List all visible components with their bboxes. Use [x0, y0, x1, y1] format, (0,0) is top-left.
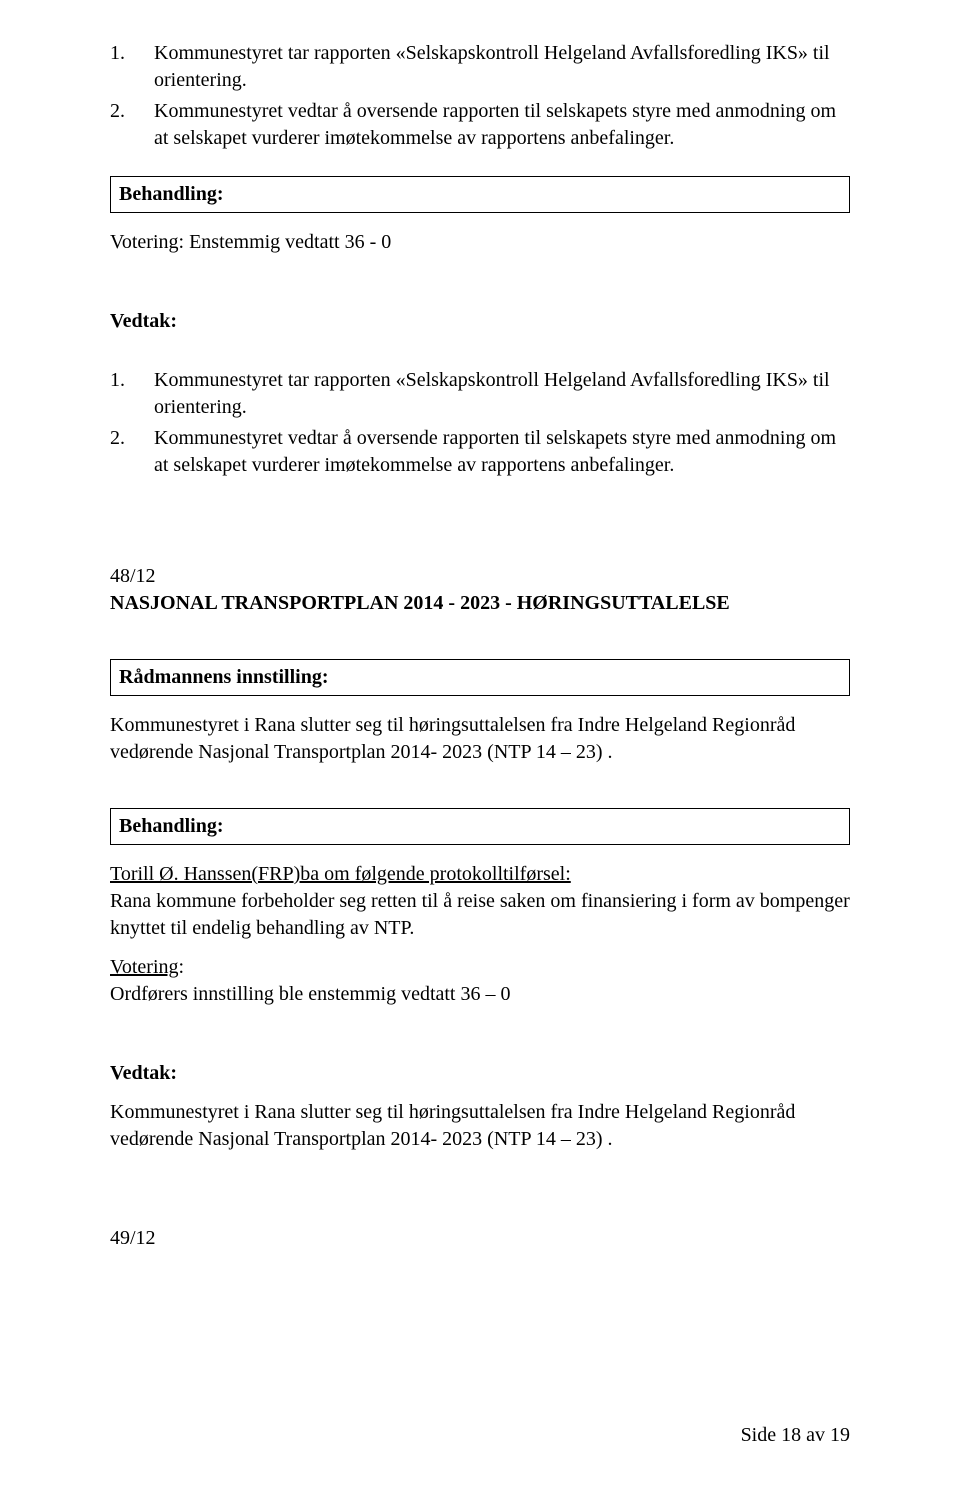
page-container: 1. Kommunestyret tar rapporten «Selskaps…	[0, 0, 960, 1489]
list-number: 1.	[110, 40, 154, 94]
radmann-text: Kommunestyret i Rana slutter seg til hør…	[110, 712, 850, 766]
torill-lead-underline: Torill Ø. Hanssen(FRP)ba om følgende pro…	[110, 863, 571, 885]
list-text: Kommunestyret tar rapporten «Selskapskon…	[154, 40, 850, 94]
list-item: 2. Kommunestyret vedtar å oversende rapp…	[110, 98, 850, 152]
votering-2-heading: Votering:	[110, 954, 850, 981]
ordered-list-1: 1. Kommunestyret tar rapporten «Selskaps…	[110, 40, 850, 152]
page-footer: Side 18 av 19	[741, 1422, 850, 1449]
list-number: 2.	[110, 425, 154, 479]
case-48-ref: 48/12	[110, 563, 850, 590]
list-text: Kommunestyret vedtar å oversende rapport…	[154, 98, 850, 152]
votering-line-1: Votering: Enstemmig vedtatt 36 - 0	[110, 229, 850, 256]
vedtak-label-1: Vedtak:	[110, 308, 850, 335]
votering-2-colon: :	[179, 956, 185, 978]
behandling-label: Behandling:	[119, 815, 223, 837]
list-text: Kommunestyret tar rapporten «Selskapskon…	[154, 367, 850, 421]
vedtak-2-text: Kommunestyret i Rana slutter seg til hør…	[110, 1099, 850, 1153]
list-number: 2.	[110, 98, 154, 152]
radmann-box: Rådmannens innstilling:	[110, 659, 850, 696]
votering-2-label: Votering	[110, 956, 179, 978]
case-48-title: NASJONAL TRANSPORTPLAN 2014 - 2023 - HØR…	[110, 590, 850, 617]
vedtak-label-2: Vedtak:	[110, 1060, 850, 1087]
torill-text: Rana kommune forbeholder seg retten til …	[110, 888, 850, 942]
behandling-box-1: Behandling:	[110, 176, 850, 213]
radmann-label: Rådmannens innstilling:	[119, 666, 329, 688]
list-number: 1.	[110, 367, 154, 421]
torill-paragraph: Torill Ø. Hanssen(FRP)ba om følgende pro…	[110, 861, 850, 888]
list-item: 2. Kommunestyret vedtar å oversende rapp…	[110, 425, 850, 479]
behandling-box-2: Behandling:	[110, 808, 850, 845]
votering-2-text: Ordførers innstilling ble enstemmig vedt…	[110, 981, 850, 1008]
list-text: Kommunestyret vedtar å oversende rapport…	[154, 425, 850, 479]
case-49-ref: 49/12	[110, 1225, 850, 1252]
list-item: 1. Kommunestyret tar rapporten «Selskaps…	[110, 40, 850, 94]
list-item: 1. Kommunestyret tar rapporten «Selskaps…	[110, 367, 850, 421]
behandling-label: Behandling:	[119, 183, 223, 205]
ordered-list-2: 1. Kommunestyret tar rapporten «Selskaps…	[110, 367, 850, 479]
